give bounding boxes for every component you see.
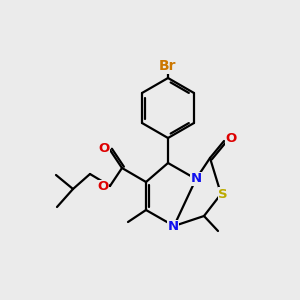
Text: O: O [225,131,237,145]
Text: N: N [190,172,202,185]
Text: N: N [167,220,178,233]
Text: Br: Br [159,59,177,73]
Text: S: S [218,188,228,200]
Text: O: O [98,181,109,194]
Text: O: O [98,142,110,154]
